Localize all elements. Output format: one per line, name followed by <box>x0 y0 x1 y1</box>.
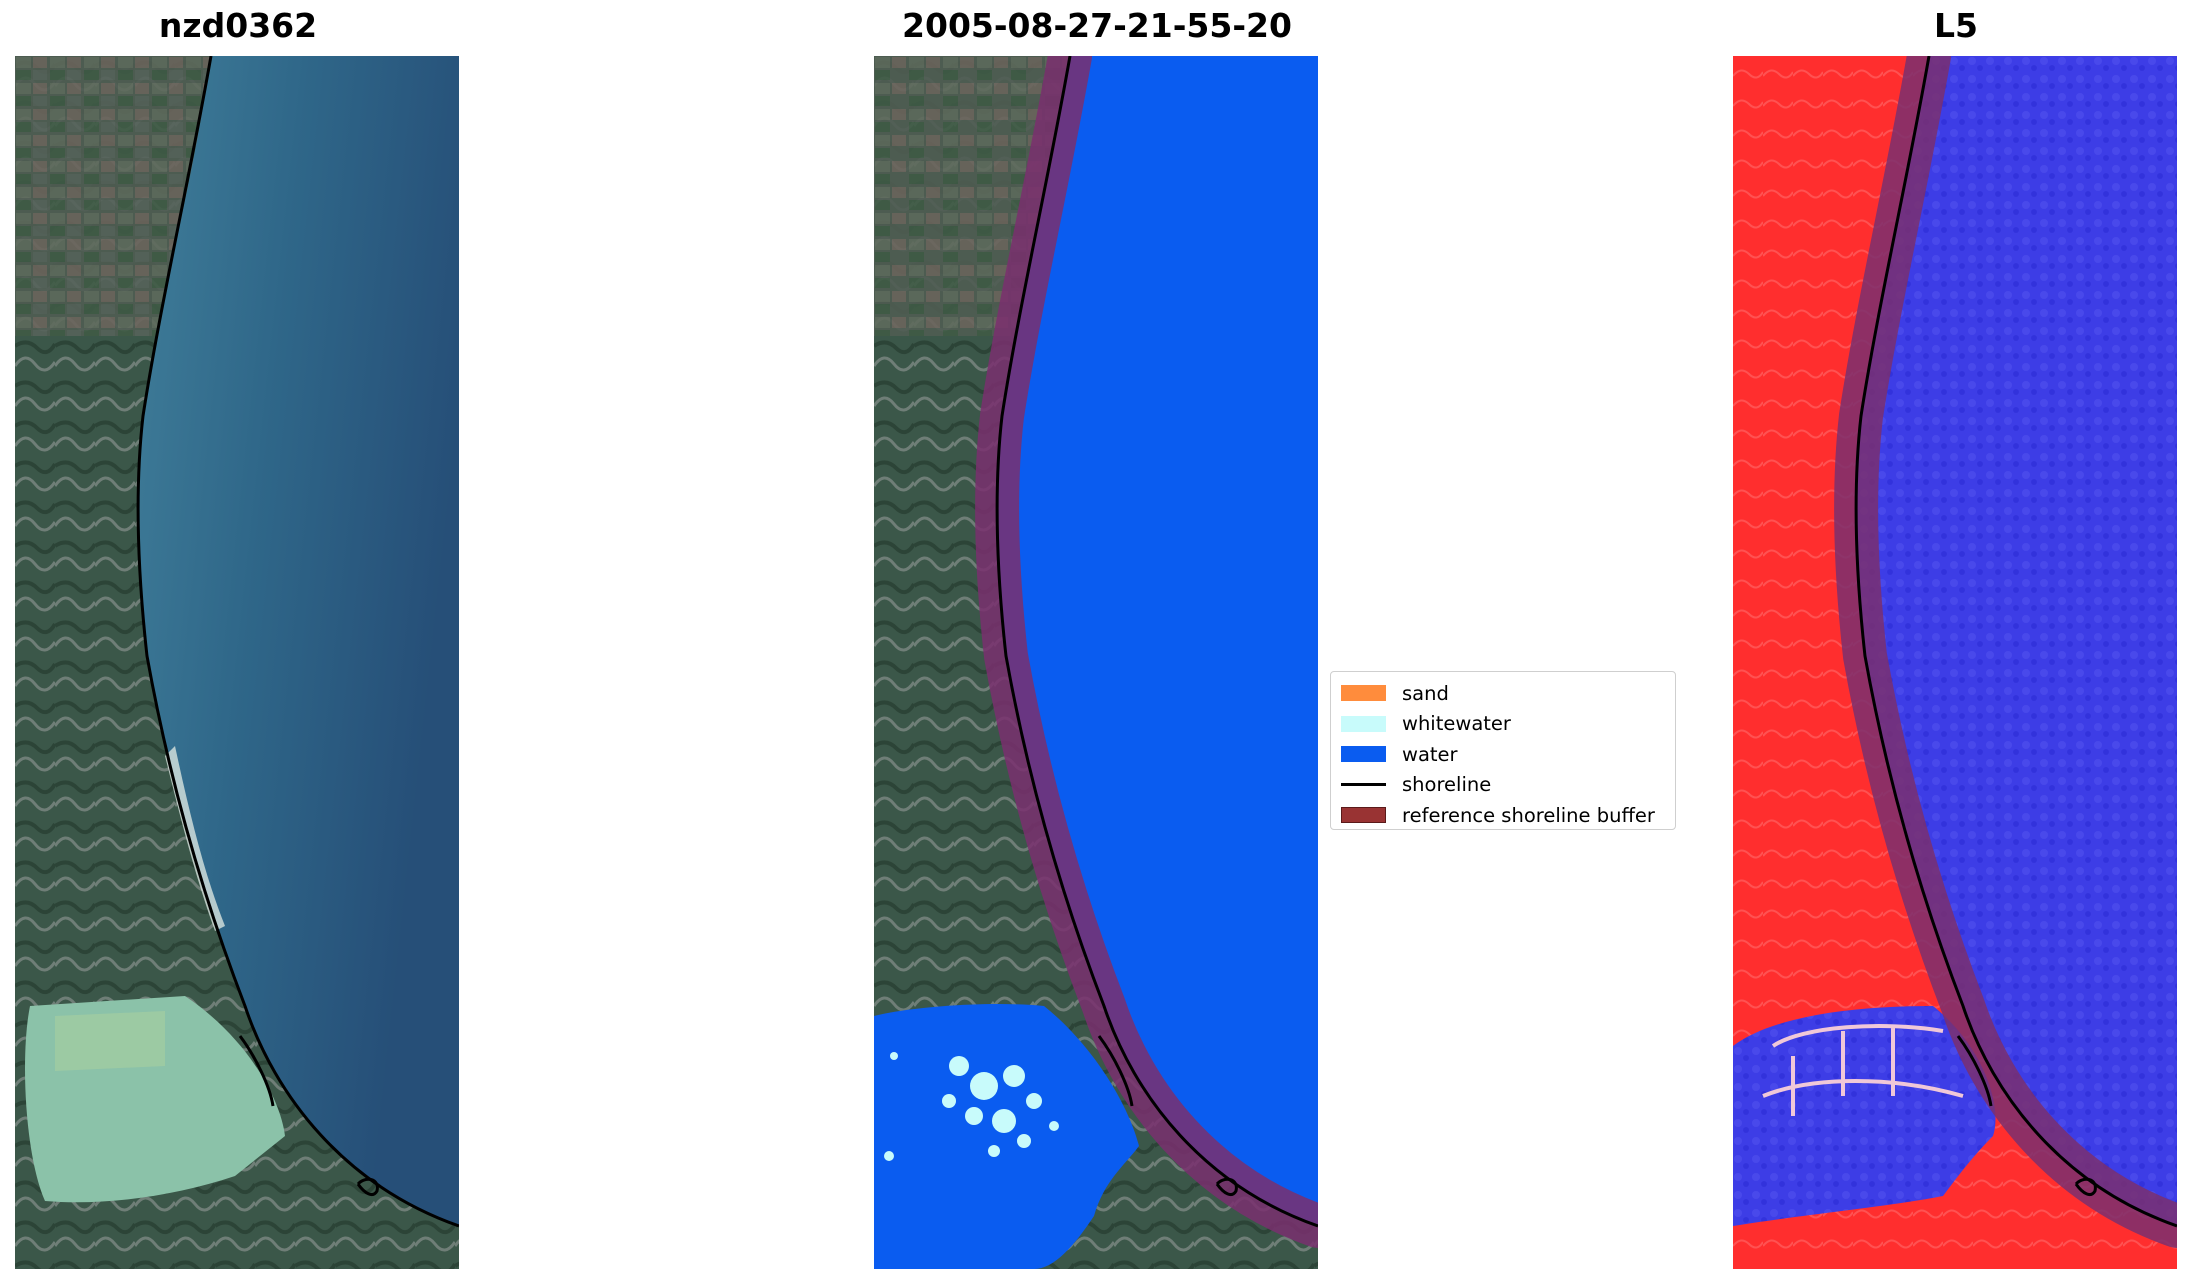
classification-image <box>874 56 1318 1269</box>
legend-item-water: water <box>1341 739 1665 770</box>
legend-label: shoreline <box>1402 773 1492 797</box>
index-panel <box>1733 56 2177 1269</box>
panel-title-classification: 2005-08-27-21-55-20 <box>902 6 1292 45</box>
whitewater-swatch <box>1341 715 1386 732</box>
index-image <box>1733 56 2177 1269</box>
rgb-image-panel <box>15 56 459 1269</box>
legend-item-buffer: reference shoreline buffer <box>1341 800 1665 831</box>
panel-title-index: L5 <box>1934 6 1978 45</box>
sand-swatch <box>1341 685 1386 702</box>
legend-label: water <box>1402 742 1458 766</box>
legend-item-shoreline: shoreline <box>1341 770 1665 801</box>
legend: sand whitewater water shoreline referenc… <box>1330 671 1676 830</box>
legend-item-whitewater: whitewater <box>1341 709 1665 740</box>
classification-panel <box>874 56 1318 1269</box>
buffer-swatch <box>1341 807 1386 824</box>
rgb-image <box>15 56 459 1269</box>
legend-item-sand: sand <box>1341 678 1665 709</box>
shoreline-line <box>1341 783 1386 787</box>
panel-title-rgb: nzd0362 <box>158 6 318 45</box>
water-swatch <box>1341 746 1386 763</box>
legend-label: sand <box>1402 681 1449 705</box>
legend-label: reference shoreline buffer <box>1402 803 1655 827</box>
legend-label: whitewater <box>1402 712 1511 736</box>
